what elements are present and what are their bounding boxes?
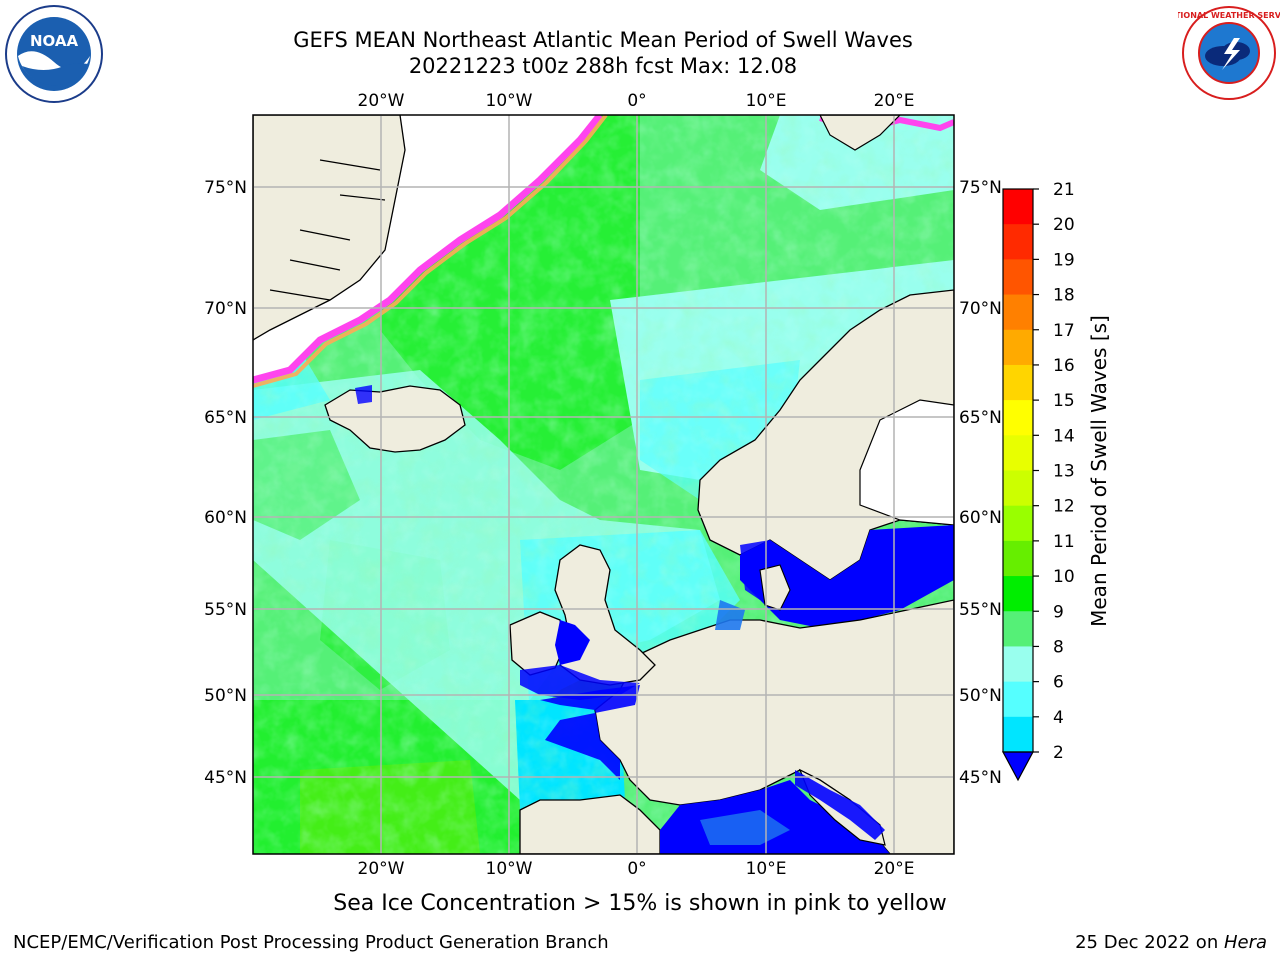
colorbar-tick-label: 13 <box>1053 462 1075 482</box>
colorbar-tick-label: 4 <box>1053 708 1064 728</box>
run-date: 25 Dec 2022 on <box>1075 932 1224 953</box>
lat-label: 65°N <box>959 408 1002 428</box>
colorbar-swatch <box>1003 611 1033 647</box>
colorbar-tick-label: 10 <box>1053 567 1075 587</box>
map-frame <box>252 114 955 855</box>
colorbar-swatch <box>1003 540 1033 577</box>
map-plot-area <box>253 115 954 854</box>
lat-label: 70°N <box>959 299 1002 319</box>
colorbar-swatch <box>1003 294 1033 331</box>
colorbar-extend-arrow <box>1001 751 1035 782</box>
colorbar-swatch <box>1003 716 1033 753</box>
lon-label: 20°W <box>358 859 405 879</box>
colorbar-swatches <box>1003 189 1033 753</box>
colorbar-swatch <box>1003 505 1033 542</box>
lon-label: 20°W <box>358 91 405 111</box>
colorbar-tick-label: 14 <box>1053 426 1075 446</box>
colorbar-tick-label: 21 <box>1053 180 1075 200</box>
colorbar-tick-label: 11 <box>1053 532 1075 552</box>
colorbar: 21 20 19 18 17 16 15 14 13 12 11 10 9 8 6 4 2 Mean Perio… <box>1001 180 1111 782</box>
nws-logo-text: NATIONAL WEATHER SERVICE <box>1178 11 1280 20</box>
colorbar-swatch <box>1003 364 1033 401</box>
colorbar-tick-label: 20 <box>1053 215 1075 235</box>
colorbar-tick-label: 17 <box>1053 321 1075 341</box>
longitude-labels-bottom: 20°W 10°W 0° 10°E 20°E <box>358 859 915 879</box>
colorbar-swatch <box>1003 329 1033 366</box>
date-line: 25 Dec 2022 on Hera <box>1075 932 1267 953</box>
lat-label: 60°N <box>204 508 247 528</box>
colorbar-tick-label: 19 <box>1053 250 1075 270</box>
colorbar-tick-label: 6 <box>1053 673 1064 693</box>
credit-line: NCEP/EMC/Verification Post Processing Pr… <box>13 932 609 953</box>
latitude-labels-left: 75°N 70°N 65°N 60°N 55°N 50°N 45°N <box>204 178 247 788</box>
lat-label: 50°N <box>959 686 1002 706</box>
colorbar-tick-label: 8 <box>1053 637 1064 657</box>
lat-label: 50°N <box>204 686 247 706</box>
lat-label: 65°N <box>204 408 247 428</box>
latitude-labels-right: 75°N 70°N 65°N 60°N 55°N 50°N 45°N <box>959 178 1002 788</box>
colorbar-swatch <box>1003 259 1033 296</box>
colorbar-swatch <box>1003 681 1033 718</box>
lat-label: 70°N <box>204 299 247 319</box>
sea-ice-note: Sea Ice Concentration > 15% is shown in … <box>333 891 947 916</box>
colorbar-swatch <box>1003 435 1033 471</box>
lat-label: 60°N <box>959 508 1002 528</box>
graticule <box>253 115 954 854</box>
noaa-logo: NOAA <box>5 5 103 103</box>
colorbar-swatch <box>1003 646 1033 683</box>
lat-label: 45°N <box>204 768 247 788</box>
lat-label: 55°N <box>959 600 1002 620</box>
lon-label: 20°E <box>874 859 915 879</box>
lat-label: 75°N <box>959 178 1002 198</box>
lon-label: 0° <box>627 859 646 879</box>
colorbar-swatch <box>1003 576 1033 612</box>
longitude-labels-top: 20°W 10°W 0° 10°E 20°E <box>358 91 915 111</box>
map-subtitle: 20221223 t00z 288h fcst Max: 12.08 <box>408 54 798 78</box>
lat-label: 55°N <box>204 600 247 620</box>
map-title: GEFS MEAN Northeast Atlantic Mean Period… <box>293 28 913 52</box>
colorbar-ticks: 21 20 19 18 17 16 15 14 13 12 11 10 9 8 6 4 2 <box>1033 180 1075 763</box>
lon-label: 10°E <box>746 91 787 111</box>
lon-label: 10°E <box>746 859 787 879</box>
colorbar-tick-label: 2 <box>1053 743 1064 763</box>
lon-label: 10°W <box>486 859 533 879</box>
machine-name: Hera <box>1223 932 1267 953</box>
colorbar-tick-label: 9 <box>1053 602 1064 622</box>
lon-label: 10°W <box>486 91 533 111</box>
colorbar-label: Mean Period of Swell Waves [s] <box>1087 315 1111 627</box>
colorbar-tick-label: 15 <box>1053 391 1075 411</box>
colorbar-tick-label: 16 <box>1053 356 1075 376</box>
colorbar-swatch <box>1003 224 1033 260</box>
lon-label: 20°E <box>874 91 915 111</box>
lat-label: 75°N <box>204 178 247 198</box>
colorbar-tick-label: 12 <box>1053 497 1075 517</box>
lon-label: 0° <box>627 91 646 111</box>
colorbar-tick-label: 18 <box>1053 286 1075 306</box>
national-weather-service-logo: NATIONAL WEATHER SERVICE <box>1178 6 1280 100</box>
colorbar-swatch <box>1003 189 1033 225</box>
noaa-logo-text: NOAA <box>30 32 79 50</box>
colorbar-swatch <box>1003 470 1033 507</box>
lat-label: 45°N <box>959 768 1002 788</box>
colorbar-swatch <box>1003 400 1033 436</box>
